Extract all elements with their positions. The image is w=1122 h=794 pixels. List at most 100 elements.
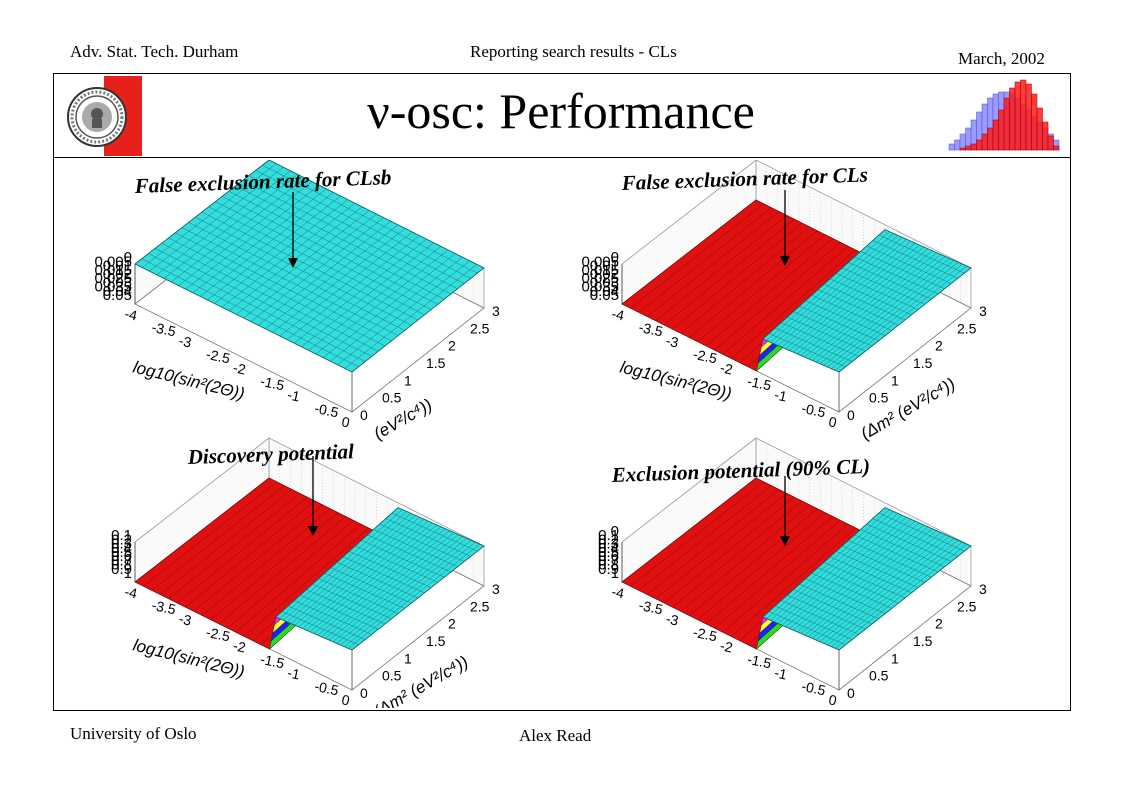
x-tick-label: -4 — [123, 305, 139, 323]
mesh-line — [379, 523, 465, 562]
content-frame — [53, 157, 1071, 711]
y-tick-label: 2.5 — [470, 320, 490, 336]
z-tick-label: 0.05 — [103, 287, 132, 304]
x-tick-label: -1 — [773, 664, 789, 682]
z-tick-label: 0.9 — [598, 561, 619, 578]
mesh-line — [151, 485, 285, 591]
y-tick-label: 1.5 — [913, 633, 933, 649]
mesh-line — [294, 600, 372, 635]
x-axis-label: log10(sin²(2Θ)) — [131, 635, 247, 681]
mesh-line — [161, 243, 379, 352]
mesh-line — [361, 540, 445, 578]
mesh-line — [714, 242, 841, 351]
histogram-bar-red — [970, 143, 977, 151]
mesh-line — [842, 267, 925, 305]
mesh-line — [215, 201, 432, 310]
mesh-line — [349, 551, 432, 588]
x-tick-label: -2 — [232, 637, 248, 655]
y-tick-label: 2 — [935, 616, 943, 632]
z-tick-label: 0.03 — [590, 274, 619, 291]
y-tick-label: 0.5 — [869, 390, 889, 406]
mesh-line — [672, 500, 803, 608]
surface-plot: 10.90.80.70.60.50.40.30.20.1-4-3.5-3-2.5… — [111, 437, 500, 708]
mesh-line — [227, 520, 354, 629]
mesh-line — [210, 512, 339, 620]
y-tick-label: 0 — [360, 407, 368, 423]
mesh-line — [218, 516, 346, 625]
mesh-line — [823, 284, 906, 321]
mesh-line — [817, 567, 899, 604]
mesh-line — [805, 578, 886, 614]
surface-high-region — [275, 507, 485, 651]
mesh-line — [193, 504, 323, 612]
x-tick-label: -2.5 — [692, 624, 719, 645]
z-tick-label: 0.8 — [598, 557, 619, 574]
histogram-bar-blue — [954, 139, 961, 151]
histogram-bar-red — [1042, 121, 1049, 151]
mesh-line — [168, 493, 300, 599]
x-tick-label: -0.5 — [313, 400, 340, 421]
z-tick-label: 1 — [611, 565, 619, 582]
mesh-line — [848, 262, 932, 300]
arrow-head — [780, 536, 790, 546]
mesh-line — [799, 583, 879, 619]
x-tick-label: -1.5 — [259, 651, 286, 672]
mesh-line — [836, 551, 919, 588]
surface-plot: 0.050.040.0350.030.0250.020.0150.010.005… — [581, 160, 987, 443]
x-tick-label: -1 — [773, 386, 789, 404]
y-tick-label: 3 — [979, 581, 987, 597]
histogram-bar-red — [1036, 107, 1043, 151]
mesh-line — [805, 300, 886, 336]
z-tick-label: 0.4 — [111, 540, 132, 557]
x-tick-label: 0 — [827, 691, 838, 708]
z-tick-label: 0.02 — [590, 266, 619, 283]
z-tick-label: 0.005 — [94, 253, 132, 270]
z-tick-label: 0.025 — [581, 270, 619, 287]
y-tick-label: 3 — [492, 581, 500, 597]
x-tick-label: -2.5 — [205, 624, 232, 645]
mesh-line — [655, 493, 787, 599]
mesh-line — [188, 222, 405, 331]
plots-area: 0.050.040.0350.030.0250.020.0150.010.005… — [94, 160, 987, 708]
x-tick-label: -3.5 — [637, 597, 664, 618]
histogram-bar-red — [1014, 81, 1021, 151]
histogram-bar-red — [1031, 93, 1038, 151]
mesh-line — [148, 253, 366, 362]
mesh-line — [680, 226, 810, 334]
mesh-line — [255, 170, 471, 279]
mesh-line — [168, 237, 386, 347]
x-tick-label: -2 — [719, 359, 735, 377]
histogram-bar-blue — [959, 133, 966, 151]
header-left: Adv. Stat. Tech. Durham — [70, 42, 239, 61]
mesh-line — [697, 512, 826, 620]
histogram-bar-red — [959, 147, 966, 151]
mesh-line — [141, 258, 359, 367]
z-tick-label: 0.8 — [111, 557, 132, 574]
x-tick-label: -0.5 — [800, 400, 827, 421]
y-tick-label: 1 — [404, 372, 412, 388]
mesh-line — [854, 256, 939, 295]
mesh-line — [312, 583, 392, 619]
mesh-line — [787, 316, 866, 352]
mesh-line — [705, 516, 833, 625]
y-axis-label: (eV²/c⁴)) — [371, 395, 436, 443]
mesh-line — [731, 527, 856, 637]
x-tick-label: -3.5 — [150, 597, 177, 618]
y-tick-label: 2 — [935, 338, 943, 354]
mesh-line — [872, 518, 958, 557]
mesh-line — [781, 322, 859, 357]
x-tick-label: -3 — [177, 332, 193, 350]
z-tick-label: 0.3 — [598, 536, 619, 553]
histogram-bar-red — [1047, 135, 1054, 151]
mesh-line — [385, 518, 471, 557]
mesh-line — [300, 594, 379, 630]
mesh-line — [781, 600, 859, 635]
header-right: March, 2002 — [958, 49, 1045, 68]
mesh-line — [208, 206, 425, 315]
x-tick-label: -1 — [286, 386, 302, 404]
y-tick-label: 0.5 — [382, 390, 402, 406]
z-tick-label: 0.1 — [598, 527, 619, 544]
y-tick-label: 0.5 — [382, 668, 402, 684]
mesh-line — [793, 589, 873, 625]
mesh-line — [817, 289, 899, 326]
